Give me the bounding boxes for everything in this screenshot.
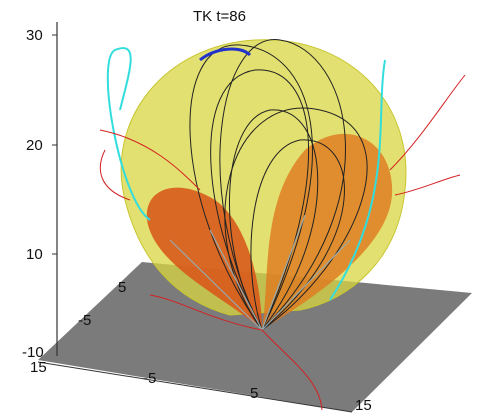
tick-label: -5 <box>78 312 91 329</box>
tick-label: 5 <box>250 385 258 402</box>
tick-label: 20 <box>26 137 43 154</box>
tick-label: 5 <box>118 279 126 296</box>
horizontal-axis <box>37 361 353 413</box>
tick-label: -5 <box>143 370 156 387</box>
tick-label: 30 <box>26 27 43 44</box>
field-lines <box>99 39 466 411</box>
right-lobe <box>262 133 393 330</box>
ground-plane <box>38 262 472 412</box>
plot-title: TK t=86 <box>193 8 246 25</box>
tick-label: 10 <box>26 246 43 263</box>
tick-label: 15 <box>355 397 372 414</box>
tick-label: 15 <box>30 359 47 376</box>
tick-label: -10 <box>22 344 44 361</box>
left-lobe <box>146 187 262 330</box>
